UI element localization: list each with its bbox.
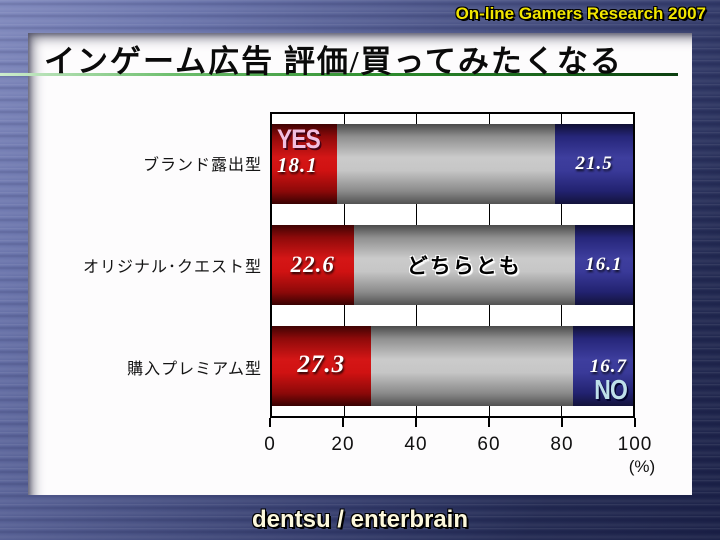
neutral-series-label: どちらとも bbox=[406, 255, 522, 278]
yes-value-1: 22.6 bbox=[290, 251, 335, 277]
segment-yes-0: YES 18.1 bbox=[272, 124, 338, 205]
segment-neutral-1: どちらとも bbox=[353, 225, 575, 305]
x-tick-0 bbox=[269, 418, 271, 427]
yes-value-0: 18.1 bbox=[277, 152, 318, 177]
category-labels: ブランド露出型オリジナル･クエスト型購入プレミアム型 bbox=[30, 112, 262, 418]
x-axis-labels: 0 20 40 60 80 100 bbox=[264, 434, 651, 458]
segment-neutral-0 bbox=[337, 124, 556, 205]
x-tick-label-40: 40 bbox=[404, 434, 428, 455]
x-tick-label-20: 20 bbox=[331, 434, 355, 455]
x-tick-40 bbox=[415, 418, 417, 427]
stacked-bar-0: YES 18.1 21.5 bbox=[272, 124, 633, 205]
x-axis-unit-label: (%) bbox=[628, 457, 656, 476]
x-tick-label-60: 60 bbox=[477, 434, 501, 455]
no-value-2: 16.7 bbox=[589, 355, 627, 377]
footer-credit: dentsu / enterbrain bbox=[251, 506, 469, 533]
segment-no-1: 16.1 bbox=[574, 225, 633, 305]
x-tick-60 bbox=[488, 418, 490, 427]
x-tick-label-100: 100 bbox=[617, 434, 653, 455]
plot-area: YES 18.1 21.5 22.6 どちらとも 16.1 27.3 16.7 NO bbox=[270, 112, 635, 418]
segment-no-2: 16.7 NO bbox=[572, 325, 633, 406]
x-tick-80 bbox=[561, 418, 563, 427]
title-underline bbox=[0, 73, 678, 76]
research-source-label: On-line Gamers Research 2007 bbox=[455, 4, 706, 23]
no-value-1: 16.1 bbox=[585, 254, 623, 276]
x-tick-20 bbox=[342, 418, 344, 427]
category-label-1: オリジナル･クエスト型 bbox=[82, 259, 262, 276]
category-label-0: ブランド露出型 bbox=[142, 157, 262, 174]
no-value-0: 21.5 bbox=[575, 153, 613, 175]
stacked-bar-2: 27.3 16.7 NO bbox=[272, 325, 633, 406]
bar-row-0: YES 18.1 21.5 bbox=[272, 114, 633, 215]
segment-no-0: 21.5 bbox=[555, 124, 633, 205]
segment-yes-1: 22.6 bbox=[272, 225, 354, 305]
yes-value-2: 27.3 bbox=[297, 351, 346, 379]
x-tick-100 bbox=[634, 418, 636, 427]
segment-neutral-2 bbox=[370, 325, 573, 406]
x-axis-ticks bbox=[269, 418, 636, 428]
x-tick-label-0: 0 bbox=[264, 434, 276, 455]
bar-row-1: 22.6 どちらとも 16.1 bbox=[272, 215, 633, 316]
x-tick-label-80: 80 bbox=[550, 434, 574, 455]
stacked-bar-1: 22.6 どちらとも 16.1 bbox=[272, 225, 633, 305]
no-series-label: NO bbox=[594, 374, 628, 406]
yes-series-label: YES bbox=[277, 124, 321, 155]
category-label-2: 購入プレミアム型 bbox=[127, 361, 262, 378]
page-title: インゲーム広告 評価/買ってみたくなる bbox=[44, 44, 623, 79]
segment-yes-2: 27.3 bbox=[272, 325, 371, 406]
bar-row-2: 27.3 16.7 NO bbox=[272, 315, 633, 416]
